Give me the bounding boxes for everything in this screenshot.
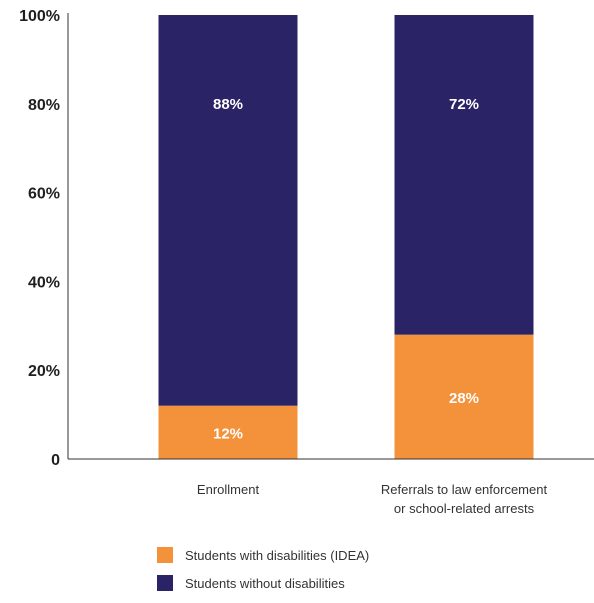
legend-item-with-disabilities: Students with disabilities (IDEA): [157, 545, 369, 565]
y-tick-label: 20%: [28, 363, 60, 380]
x-category-label: Enrollment: [197, 482, 260, 497]
legend-label-without-disabilities: Students without disabilities: [185, 575, 345, 591]
legend-swatch-with-disabilities: [157, 547, 173, 563]
data-label: 28%: [449, 390, 479, 407]
bar-segment: [394, 334, 534, 459]
legend-item-without-disabilities: Students without disabilities: [157, 573, 369, 593]
stacked-bar-chart: 0 20% 40% 60% 80% 100% 12% 88% 28% 72% Enrollment R…: [19, 8, 594, 516]
bar-segment: [394, 15, 534, 335]
y-tick-label: 100%: [19, 8, 60, 25]
bar-segment: [158, 15, 298, 406]
x-category-label: Referrals to law enforcement or school-re…: [381, 482, 548, 516]
legend-swatch-without-disabilities: [157, 575, 173, 591]
data-label: 88%: [213, 96, 243, 113]
bar-segment: [158, 405, 298, 459]
y-tick-label: 80%: [28, 97, 60, 114]
y-tick-label: 60%: [28, 186, 60, 203]
data-label: 12%: [213, 425, 243, 442]
y-tick-label: 0: [51, 452, 60, 469]
legend: Students with disabilities (IDEA) Studen…: [157, 545, 369, 601]
y-tick-label: 40%: [28, 274, 60, 291]
legend-label-with-disabilities: Students with disabilities (IDEA): [185, 547, 370, 563]
data-label: 72%: [449, 96, 479, 113]
